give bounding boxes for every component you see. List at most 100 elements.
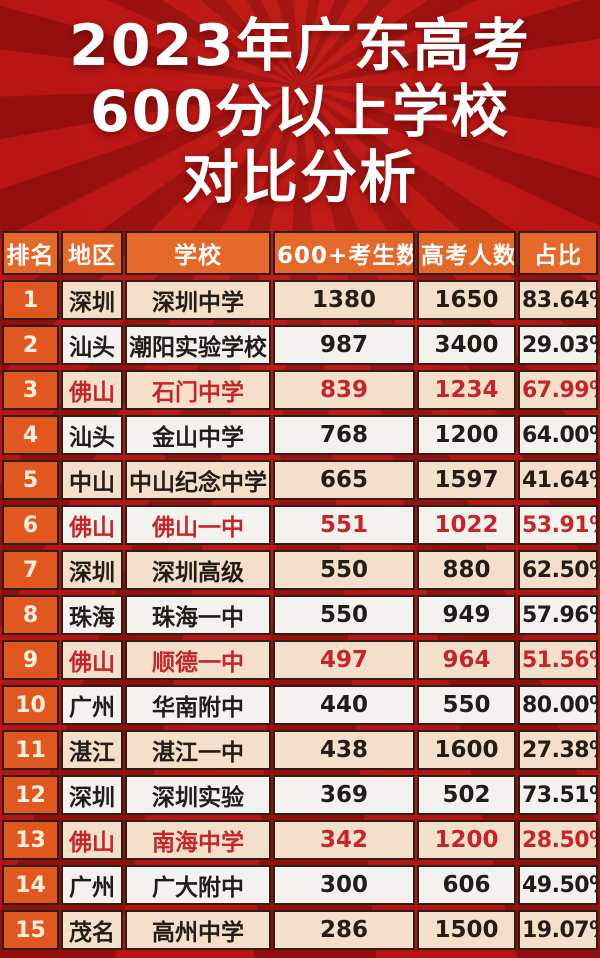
count600-cell: 440	[273, 685, 415, 725]
ratio-cell: 80.00%	[518, 685, 598, 725]
table-row: 13 佛山 南海中学 342 1200 28.50%	[2, 820, 598, 860]
rank-cell: 12	[2, 775, 59, 815]
total-cell: 550	[417, 685, 516, 725]
total-cell: 1234	[417, 370, 516, 410]
ratio-cell: 53.91%	[518, 505, 598, 545]
rank-cell: 14	[2, 865, 59, 905]
table-row: 15 茂名 高州中学 286 1500 19.07%	[2, 910, 598, 950]
rank-cell: 2	[2, 325, 59, 365]
region-cell: 湛江	[61, 730, 123, 770]
title-line-1: 2023年广东高考	[69, 13, 531, 80]
region-cell: 广州	[61, 865, 123, 905]
count600-cell: 300	[273, 865, 415, 905]
header-total: 高考人数	[417, 231, 516, 275]
title-line-2: 600分以上学校	[90, 79, 510, 146]
count600-cell: 497	[273, 640, 415, 680]
ratio-cell: 19.07%	[518, 910, 598, 950]
school-cell: 珠海一中	[125, 595, 271, 635]
school-cell: 顺德一中	[125, 640, 271, 680]
rank-cell: 5	[2, 460, 59, 500]
table-row: 14 广州 广大附中 300 606 49.50%	[2, 865, 598, 905]
rank-cell: 11	[2, 730, 59, 770]
title-line-3: 对比分析	[182, 144, 418, 211]
table-row: 3 佛山 石门中学 839 1234 67.99%	[2, 370, 598, 410]
total-cell: 1022	[417, 505, 516, 545]
count600-cell: 987	[273, 325, 415, 365]
table-row: 10 广州 华南附中 440 550 80.00%	[2, 685, 598, 725]
school-cell: 广大附中	[125, 865, 271, 905]
total-cell: 3400	[417, 325, 516, 365]
count600-cell: 550	[273, 550, 415, 590]
count600-cell: 665	[273, 460, 415, 500]
total-cell: 1500	[417, 910, 516, 950]
rank-cell: 3	[2, 370, 59, 410]
ratio-cell: 64.00%	[518, 415, 598, 455]
school-cell: 金山中学	[125, 415, 271, 455]
table-row: 4 汕头 金山中学 768 1200 64.00%	[2, 415, 598, 455]
table-row: 1 深圳 深圳中学 1380 1650 83.64%	[2, 280, 598, 320]
count600-cell: 550	[273, 595, 415, 635]
table-row: 11 湛江 湛江一中 438 1600 27.38%	[2, 730, 598, 770]
table-header: 排名 地区 学校 600+考生数 高考人数 占比	[2, 231, 598, 275]
total-cell: 1650	[417, 280, 516, 320]
total-cell: 964	[417, 640, 516, 680]
ratio-cell: 28.50%	[518, 820, 598, 860]
region-cell: 佛山	[61, 640, 123, 680]
rank-cell: 10	[2, 685, 59, 725]
header-row: 排名 地区 学校 600+考生数 高考人数 占比	[2, 231, 598, 275]
ratio-cell: 73.51%	[518, 775, 598, 815]
region-cell: 汕头	[61, 415, 123, 455]
school-cell: 潮阳实验学校	[125, 325, 271, 365]
school-cell: 中山纪念中学	[125, 460, 271, 500]
region-cell: 深圳	[61, 280, 123, 320]
total-cell: 1200	[417, 820, 516, 860]
header-school: 学校	[125, 231, 271, 275]
ratio-cell: 83.64%	[518, 280, 598, 320]
table-row: 5 中山 中山纪念中学 665 1597 41.64%	[2, 460, 598, 500]
ratio-cell: 62.50%	[518, 550, 598, 590]
ratio-cell: 57.96%	[518, 595, 598, 635]
rank-cell: 6	[2, 505, 59, 545]
rank-cell: 7	[2, 550, 59, 590]
total-cell: 1600	[417, 730, 516, 770]
ratio-cell: 29.03%	[518, 325, 598, 365]
region-cell: 茂名	[61, 910, 123, 950]
total-cell: 502	[417, 775, 516, 815]
table-body: 1 深圳 深圳中学 1380 1650 83.64% 2 汕头 潮阳实验学校 9…	[2, 280, 598, 950]
school-cell: 深圳实验	[125, 775, 271, 815]
ratio-cell: 51.56%	[518, 640, 598, 680]
school-cell: 石门中学	[125, 370, 271, 410]
count600-cell: 551	[273, 505, 415, 545]
poster-title: 2023年广东高考 600分以上学校 对比分析	[0, 0, 600, 226]
ratio-cell: 49.50%	[518, 865, 598, 905]
total-cell: 1200	[417, 415, 516, 455]
school-cell: 佛山一中	[125, 505, 271, 545]
header-region: 地区	[61, 231, 123, 275]
count600-cell: 1380	[273, 280, 415, 320]
ratio-cell: 27.38%	[518, 730, 598, 770]
count600-cell: 342	[273, 820, 415, 860]
school-cell: 深圳中学	[125, 280, 271, 320]
rank-cell: 1	[2, 280, 59, 320]
region-cell: 汕头	[61, 325, 123, 365]
total-cell: 1597	[417, 460, 516, 500]
count600-cell: 369	[273, 775, 415, 815]
total-cell: 606	[417, 865, 516, 905]
table-row: 2 汕头 潮阳实验学校 987 3400 29.03%	[2, 325, 598, 365]
region-cell: 深圳	[61, 775, 123, 815]
rank-cell: 13	[2, 820, 59, 860]
count600-cell: 438	[273, 730, 415, 770]
header-count600: 600+考生数	[273, 231, 415, 275]
region-cell: 深圳	[61, 550, 123, 590]
region-cell: 佛山	[61, 370, 123, 410]
school-cell: 南海中学	[125, 820, 271, 860]
total-cell: 949	[417, 595, 516, 635]
rank-cell: 9	[2, 640, 59, 680]
region-cell: 佛山	[61, 820, 123, 860]
count600-cell: 286	[273, 910, 415, 950]
region-cell: 珠海	[61, 595, 123, 635]
header-ratio: 占比	[518, 231, 598, 275]
ranking-table: 排名 地区 学校 600+考生数 高考人数 占比 1 深圳 深圳中学 1380 …	[0, 226, 600, 955]
table-row: 12 深圳 深圳实验 369 502 73.51%	[2, 775, 598, 815]
